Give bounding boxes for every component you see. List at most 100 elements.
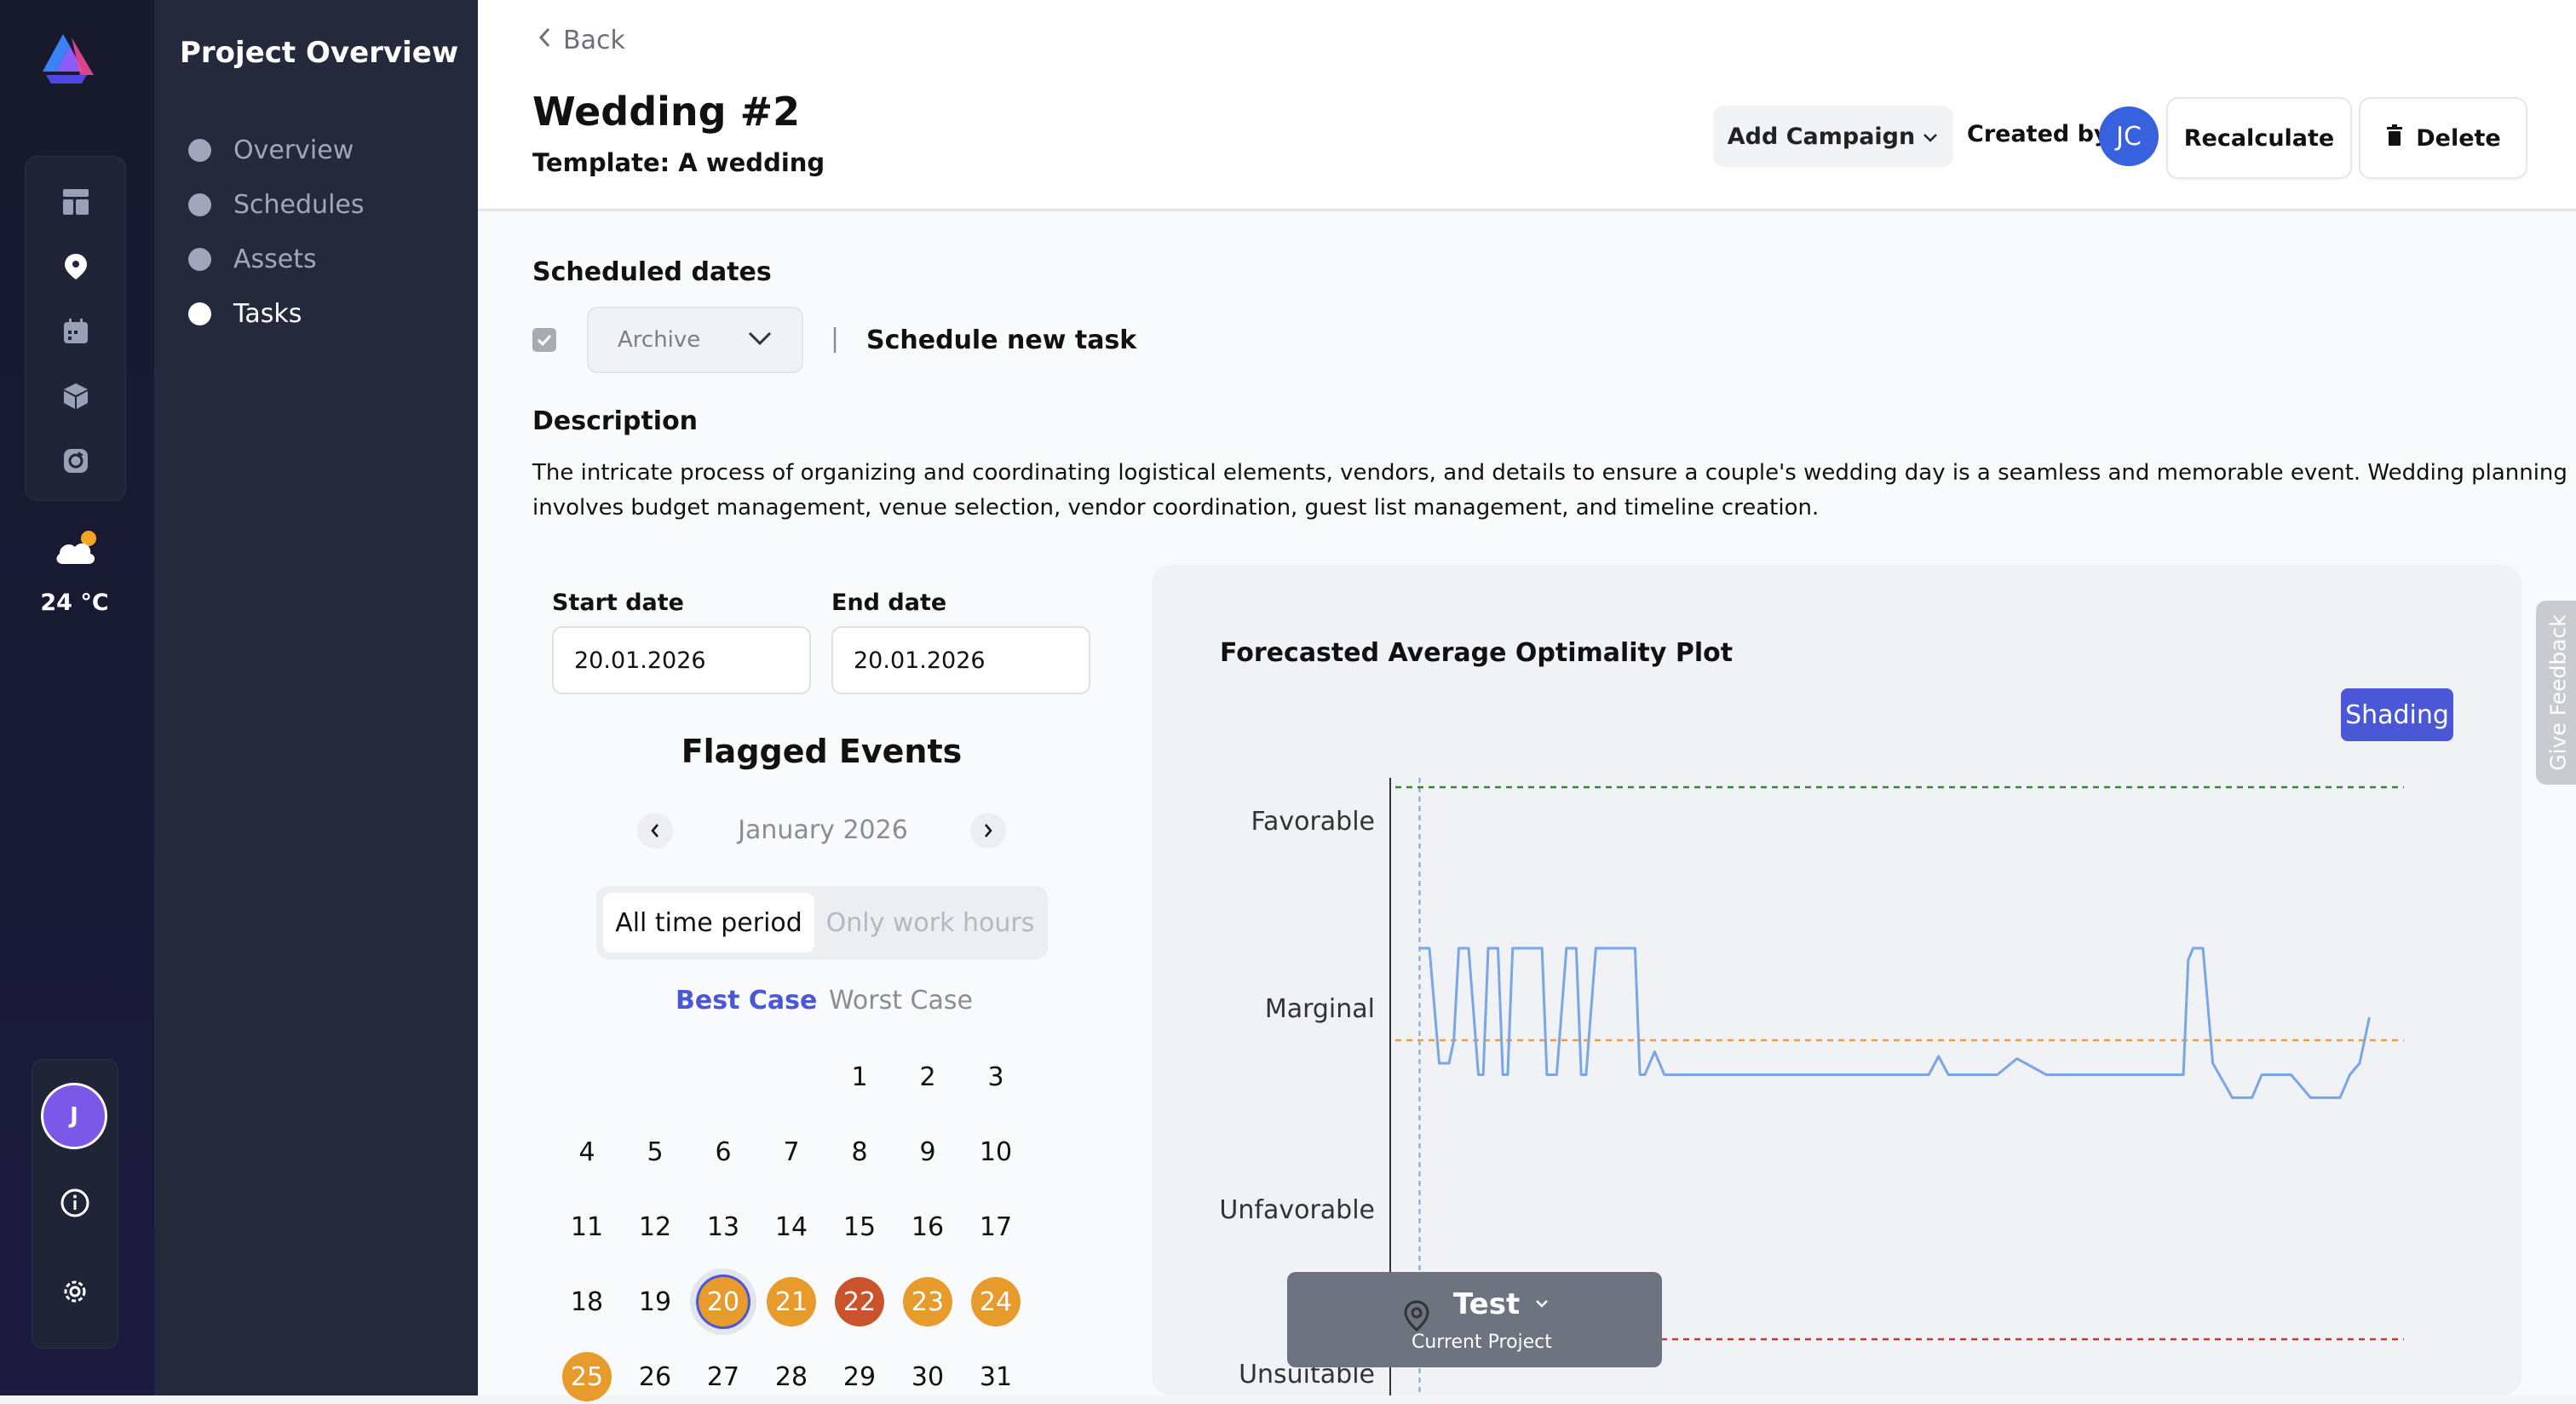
- calendar-day-17[interactable]: 17: [979, 1211, 1013, 1242]
- calendar-day-6[interactable]: 6: [715, 1136, 732, 1167]
- page-title: Wedding #2: [532, 89, 801, 135]
- calendar-day-25[interactable]: 25: [562, 1352, 612, 1401]
- calendar-day-5[interactable]: 5: [647, 1136, 664, 1167]
- chevron-down-icon: [1922, 124, 1939, 150]
- shading-button[interactable]: Shading: [2341, 688, 2453, 741]
- calendar-day-18[interactable]: 18: [570, 1286, 604, 1317]
- test-project-popup[interactable]: Test Current Project: [1287, 1272, 1662, 1367]
- calendar-day-19[interactable]: 19: [638, 1286, 672, 1317]
- add-campaign-label: Add Campaign: [1727, 123, 1916, 150]
- calendar-day-29[interactable]: 29: [842, 1361, 877, 1392]
- add-campaign-dropdown[interactable]: Add Campaign: [1713, 106, 1953, 167]
- calendar-day-4[interactable]: 4: [578, 1136, 595, 1167]
- calendar-day-8[interactable]: 8: [851, 1136, 868, 1167]
- give-feedback-label: Give Feedback: [2545, 614, 2571, 771]
- toggle-all-time-period[interactable]: All time period: [603, 893, 814, 952]
- give-feedback-tab[interactable]: Give Feedback: [2536, 601, 2576, 785]
- nav-item-schedules[interactable]: Schedules: [188, 183, 365, 226]
- project-nav-panel: Project Overview Overview Schedules Asse…: [154, 0, 478, 1395]
- creator-avatar[interactable]: JC: [2099, 106, 2159, 166]
- delete-button[interactable]: Delete: [2359, 97, 2527, 179]
- calendar-day-20[interactable]: 20: [699, 1277, 748, 1326]
- back-label: Back: [563, 26, 625, 55]
- nav-title: Project Overview: [180, 36, 459, 70]
- nav-item-tasks[interactable]: Tasks: [188, 292, 302, 335]
- calendar-day-15[interactable]: 15: [842, 1211, 877, 1242]
- chevron-down-icon: [747, 331, 773, 349]
- page-header: Back Wedding #2 Template: A wedding Add …: [478, 0, 2576, 211]
- flagged-events-title: Flagged Events: [681, 733, 963, 770]
- calendar-day-9[interactable]: 9: [919, 1136, 936, 1167]
- gear-icon[interactable]: [60, 1276, 90, 1307]
- cloud-sun-icon: [53, 528, 101, 567]
- temperature-label: 24 °C: [40, 590, 109, 616]
- tab-worst-case[interactable]: Worst Case: [829, 986, 973, 1016]
- nav-item-label: Assets: [233, 244, 317, 274]
- calendar-icon[interactable]: [26, 310, 125, 353]
- schedule-new-task-link[interactable]: Schedule new task: [866, 325, 1137, 355]
- location-pin-icon[interactable]: [26, 245, 125, 288]
- test-popup-sublabel: Current Project: [1412, 1332, 1552, 1353]
- y-category-label: Unfavorable: [1219, 1195, 1375, 1225]
- nav-dot: [188, 302, 211, 325]
- prev-month-button[interactable]: [637, 813, 673, 849]
- calendar-day-22[interactable]: 22: [835, 1277, 884, 1326]
- archive-select[interactable]: Archive: [587, 307, 803, 373]
- calendar-day-13[interactable]: 13: [706, 1211, 740, 1242]
- archive-select-value: Archive: [618, 327, 701, 353]
- created-by-label: Created by:: [1967, 121, 2119, 147]
- calendar-day-11[interactable]: 11: [570, 1211, 604, 1242]
- cube-icon[interactable]: [26, 375, 125, 417]
- calendar-day-10[interactable]: 10: [979, 1136, 1013, 1167]
- calendar-day-12[interactable]: 12: [638, 1211, 672, 1242]
- time-period-toggle: All time period Only work hours: [596, 886, 1048, 959]
- rail-bottom-group: J: [32, 1059, 118, 1349]
- nav-item-assets[interactable]: Assets: [188, 238, 317, 280]
- chevron-down-icon: [1534, 1296, 1550, 1312]
- next-month-button[interactable]: [970, 813, 1006, 849]
- nav-item-label: Overview: [233, 135, 354, 165]
- nav-item-label: Schedules: [233, 189, 365, 220]
- dashboard-icon[interactable]: [26, 181, 125, 223]
- main-content: Back Wedding #2 Template: A wedding Add …: [478, 0, 2576, 1401]
- recalculate-button[interactable]: Recalculate: [2166, 97, 2352, 179]
- calendar-day-16[interactable]: 16: [911, 1211, 945, 1242]
- nav-dot: [188, 138, 211, 162]
- calendar-day-21[interactable]: 21: [767, 1277, 816, 1326]
- calendar-day-30[interactable]: 30: [911, 1361, 945, 1392]
- description-text: The intricate process of organizing and …: [532, 460, 2567, 521]
- calendar-day-7[interactable]: 7: [783, 1136, 800, 1167]
- calendar-day-31[interactable]: 31: [979, 1361, 1013, 1392]
- y-category-label: Marginal: [1265, 994, 1375, 1024]
- avatar[interactable]: J: [41, 1083, 107, 1149]
- calendar-month: January 2026: [738, 815, 908, 845]
- back-link[interactable]: Back: [538, 26, 625, 55]
- start-date-input[interactable]: 20.01.2026: [552, 626, 811, 694]
- calendar-day-27[interactable]: 27: [706, 1361, 740, 1392]
- optimality-series-line: [1419, 947, 2371, 1099]
- calendar-day-26[interactable]: 26: [638, 1361, 672, 1392]
- tab-best-case[interactable]: Best Case: [676, 986, 818, 1016]
- logo-icon[interactable]: [37, 31, 99, 85]
- chevron-left-icon: [538, 26, 551, 55]
- calendar-day-1[interactable]: 1: [851, 1062, 868, 1092]
- template-label: Template: A wedding: [532, 148, 825, 177]
- nav-item-label: Tasks: [233, 298, 302, 329]
- calendar-grid: 1 2 3 4 5 6 7 8 9 10 11 12 13 14 15 16 17 18 19 20 21 22 23 24 2…: [562, 1050, 1057, 1401]
- calendar-day-2[interactable]: 2: [919, 1062, 936, 1092]
- archive-checkbox[interactable]: [532, 328, 556, 352]
- calendar-day-3[interactable]: 3: [987, 1062, 1004, 1092]
- nav-dot: [188, 193, 211, 216]
- nav-item-overview[interactable]: Overview: [188, 129, 354, 171]
- location-pin-icon: [1401, 1299, 1432, 1338]
- info-icon[interactable]: [60, 1188, 90, 1218]
- calendar-day-24[interactable]: 24: [971, 1277, 1021, 1326]
- calendar-day-28[interactable]: 28: [774, 1361, 808, 1392]
- calendar-day-14[interactable]: 14: [774, 1211, 808, 1242]
- refresh-icon[interactable]: [26, 440, 125, 482]
- chart-title: Forecasted Average Optimality Plot: [1220, 638, 1734, 668]
- toggle-only-work-hours[interactable]: Only work hours: [825, 907, 1035, 938]
- end-date-input[interactable]: 20.01.2026: [831, 626, 1090, 694]
- description-title: Description: [532, 406, 699, 436]
- calendar-day-23[interactable]: 23: [903, 1277, 952, 1326]
